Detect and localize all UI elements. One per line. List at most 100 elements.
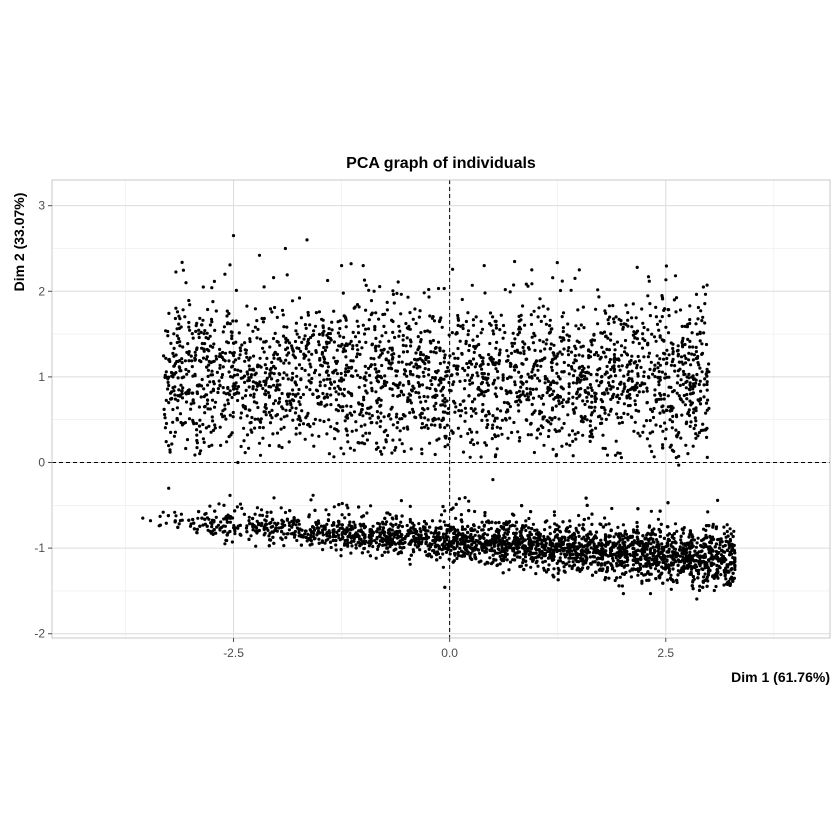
data-point bbox=[645, 401, 649, 405]
data-point bbox=[611, 365, 615, 369]
data-point bbox=[203, 411, 207, 415]
data-point bbox=[243, 348, 247, 352]
data-point bbox=[424, 358, 428, 362]
data-point bbox=[318, 356, 322, 361]
data-point bbox=[725, 529, 729, 534]
data-point bbox=[335, 348, 339, 352]
data-point bbox=[351, 330, 355, 334]
data-point bbox=[708, 534, 712, 539]
data-point bbox=[500, 553, 504, 558]
data-point bbox=[267, 443, 272, 448]
data-point bbox=[499, 313, 503, 317]
data-point bbox=[696, 305, 701, 310]
data-point bbox=[420, 447, 424, 451]
data-point bbox=[612, 535, 616, 539]
data-point bbox=[258, 337, 263, 341]
data-point bbox=[645, 564, 649, 568]
data-point bbox=[202, 395, 206, 399]
data-point bbox=[376, 521, 380, 525]
data-point bbox=[470, 362, 474, 366]
data-point bbox=[563, 538, 567, 542]
data-point bbox=[414, 321, 418, 326]
data-point bbox=[355, 352, 360, 356]
data-point bbox=[548, 539, 553, 543]
data-point bbox=[245, 524, 249, 528]
data-point bbox=[513, 383, 517, 387]
data-point bbox=[612, 342, 616, 346]
data-point bbox=[626, 318, 630, 322]
data-point bbox=[583, 374, 587, 378]
data-point bbox=[508, 560, 513, 564]
data-point bbox=[354, 420, 358, 424]
data-point bbox=[363, 384, 367, 388]
data-point bbox=[552, 538, 556, 542]
data-point bbox=[664, 264, 669, 268]
data-point bbox=[304, 347, 308, 351]
data-point bbox=[370, 311, 374, 315]
data-point bbox=[460, 297, 464, 302]
data-point bbox=[378, 340, 382, 344]
data-point bbox=[667, 314, 671, 318]
data-point bbox=[728, 539, 733, 543]
data-point bbox=[313, 324, 318, 328]
data-point bbox=[571, 402, 575, 406]
data-point bbox=[543, 347, 547, 351]
data-point bbox=[454, 405, 458, 409]
data-point bbox=[588, 555, 593, 559]
data-point bbox=[148, 519, 153, 523]
data-point bbox=[309, 533, 313, 537]
data-point bbox=[171, 407, 175, 412]
data-point bbox=[560, 279, 564, 283]
data-point bbox=[368, 373, 372, 377]
data-point bbox=[259, 508, 264, 512]
data-point bbox=[243, 341, 247, 345]
data-point bbox=[469, 406, 473, 411]
data-point bbox=[581, 420, 585, 424]
data-point bbox=[297, 335, 301, 339]
data-point bbox=[436, 340, 441, 344]
data-point bbox=[414, 351, 418, 355]
data-point bbox=[566, 538, 570, 542]
data-point bbox=[473, 397, 477, 401]
data-point bbox=[400, 442, 404, 446]
data-point bbox=[523, 555, 528, 559]
data-point bbox=[698, 331, 702, 336]
data-point bbox=[230, 395, 234, 400]
data-point bbox=[660, 370, 665, 374]
data-point bbox=[231, 410, 235, 415]
data-point bbox=[281, 313, 285, 317]
data-point bbox=[280, 391, 284, 396]
data-point bbox=[542, 534, 546, 539]
data-point bbox=[627, 370, 631, 374]
data-point bbox=[417, 391, 421, 395]
data-point bbox=[727, 546, 731, 550]
data-point bbox=[651, 554, 655, 558]
data-point bbox=[600, 417, 604, 421]
data-point bbox=[443, 400, 447, 404]
data-point bbox=[247, 519, 251, 523]
data-point bbox=[209, 430, 213, 434]
data-point bbox=[407, 327, 411, 331]
data-point bbox=[463, 496, 467, 500]
data-point bbox=[166, 380, 170, 384]
data-point bbox=[258, 453, 263, 457]
data-point bbox=[390, 451, 394, 455]
data-point bbox=[267, 410, 271, 414]
data-point bbox=[722, 583, 726, 587]
data-point bbox=[234, 358, 238, 362]
data-point bbox=[278, 343, 282, 347]
data-point bbox=[671, 350, 675, 354]
data-point bbox=[212, 342, 216, 346]
data-point bbox=[369, 299, 374, 303]
data-point bbox=[458, 542, 463, 546]
data-point bbox=[485, 381, 489, 385]
data-point bbox=[394, 516, 399, 521]
data-point bbox=[195, 321, 199, 325]
data-point bbox=[507, 536, 511, 540]
data-point bbox=[634, 383, 638, 387]
data-point bbox=[194, 421, 199, 426]
data-point bbox=[349, 359, 353, 363]
data-point bbox=[524, 418, 528, 422]
data-point bbox=[626, 412, 630, 416]
data-point bbox=[412, 365, 416, 369]
